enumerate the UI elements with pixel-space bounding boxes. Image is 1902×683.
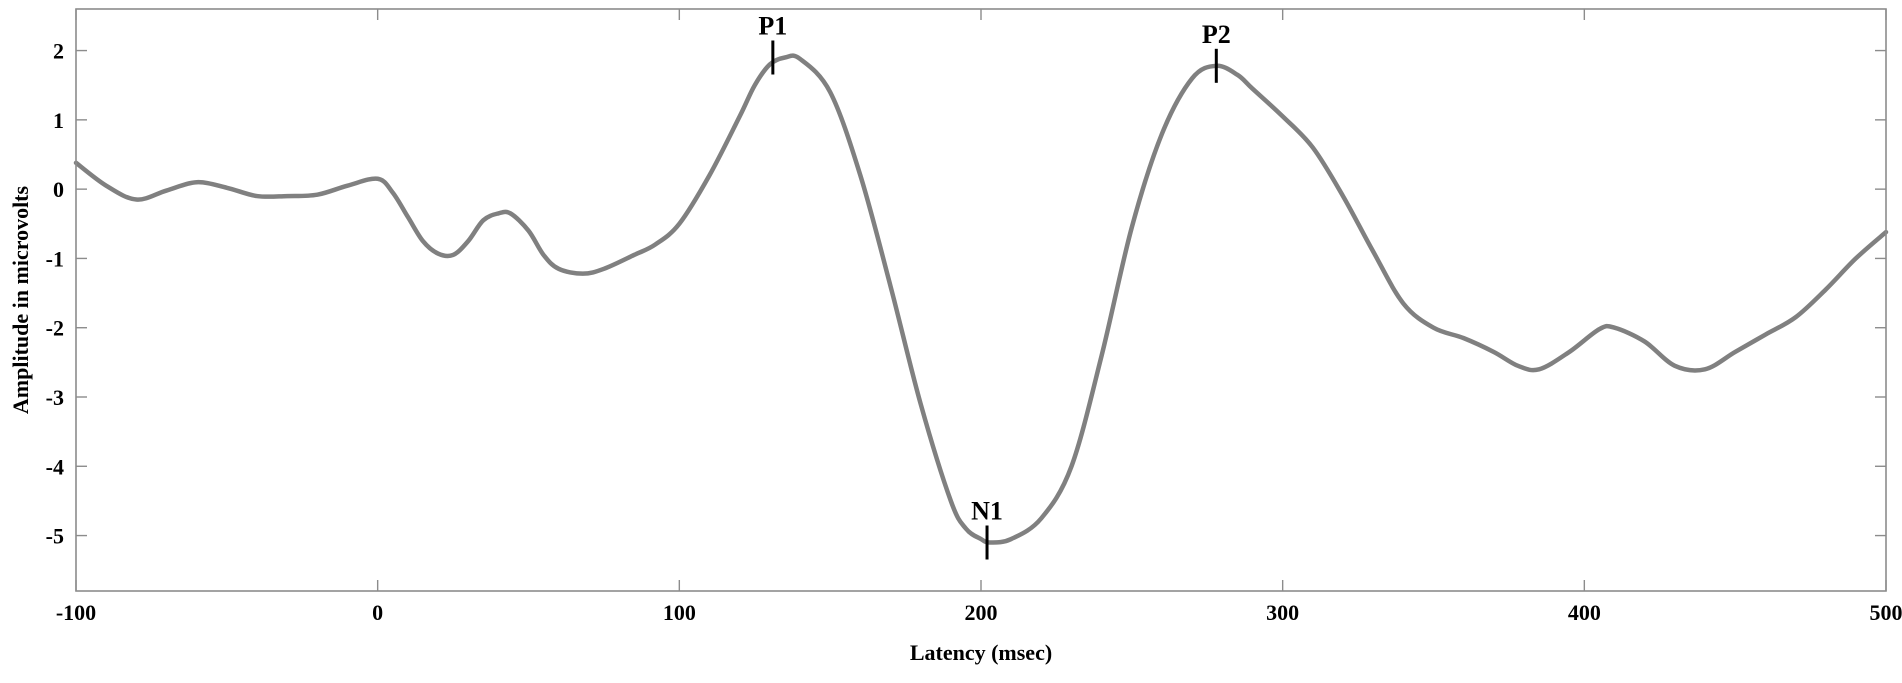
peak-n1: N1 — [971, 497, 1003, 560]
y-tick-label: -4 — [46, 454, 64, 479]
peak-p2: P2 — [1202, 20, 1231, 83]
y-tick-label: 1 — [53, 108, 64, 133]
y-tick-label: -2 — [46, 316, 64, 341]
x-tick-labels: -100 0 100 200 300 400 500 — [56, 600, 1902, 625]
waveform-line — [73, 53, 1889, 545]
x-tick-label: 0 — [372, 600, 383, 625]
x-tick-label: 400 — [1568, 600, 1601, 625]
peak-label: N1 — [971, 497, 1003, 526]
peak-annotations: P1 N1 P2 — [758, 12, 1231, 560]
x-axis-label: Latency (msec) — [910, 640, 1052, 665]
y-tick-label: -1 — [46, 246, 64, 271]
x-tick-label: 100 — [663, 600, 696, 625]
y-tick-label: -5 — [46, 524, 64, 549]
peak-label: P2 — [1202, 20, 1231, 49]
y-tick-label: 0 — [53, 177, 64, 202]
peak-label: P1 — [758, 12, 787, 41]
y-tick-label: -3 — [46, 385, 64, 410]
y-tick-label: 2 — [53, 39, 64, 64]
x-tick-label: 500 — [1870, 600, 1902, 625]
plot-frame — [75, 8, 1887, 592]
x-tick-label: 300 — [1266, 600, 1299, 625]
x-tick-label: 200 — [965, 600, 998, 625]
peak-p1: P1 — [758, 12, 787, 75]
y-axis-label: Amplitude in microvolts — [8, 185, 33, 414]
x-tick-label: -100 — [56, 600, 96, 625]
y-tick-labels: 2 1 0 -1 -2 -3 -4 -5 — [46, 39, 64, 549]
